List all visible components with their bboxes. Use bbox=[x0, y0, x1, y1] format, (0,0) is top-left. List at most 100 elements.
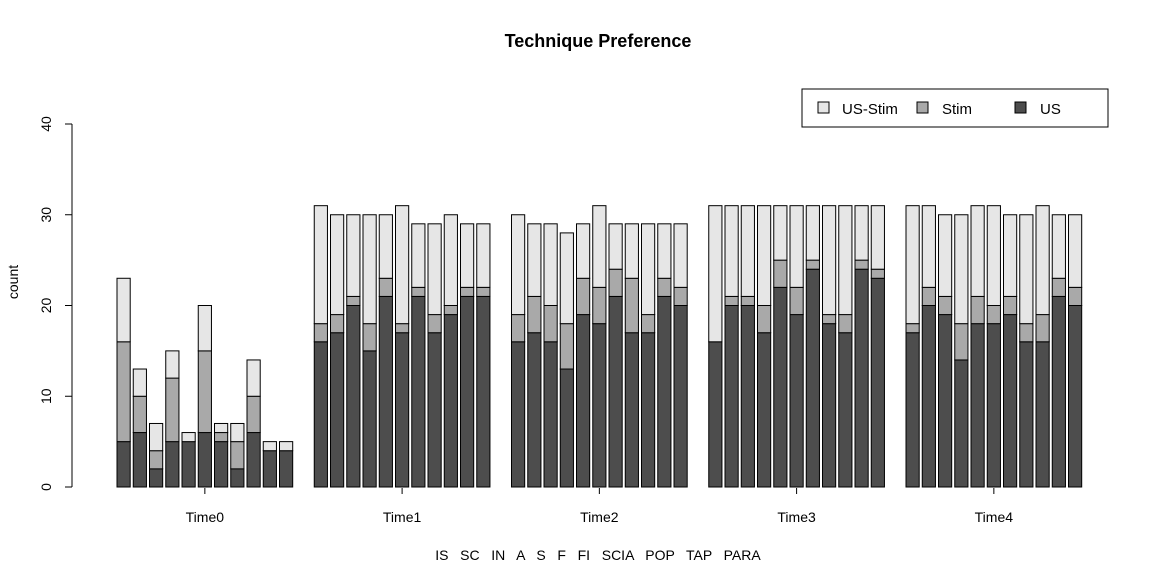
bar-segment-time3-para-us-stim bbox=[870, 205, 885, 270]
bar-segment-time0-scia-stim bbox=[230, 441, 245, 470]
bar-segment-time0-para-us bbox=[279, 450, 294, 488]
y-tick-label: 40 bbox=[38, 116, 54, 132]
bar-segment-time4-scia-us bbox=[1019, 341, 1034, 488]
bar-segment-time0-para-us-stim bbox=[279, 441, 294, 452]
bar-segment-time1-a-us bbox=[362, 350, 377, 488]
bar-segment-time3-scia-stim bbox=[822, 314, 837, 325]
legend-box bbox=[801, 88, 1109, 128]
bar-segment-time2-tap-us-stim bbox=[657, 223, 672, 279]
bar-segment-time4-fi-us-stim bbox=[1003, 214, 1018, 297]
x-group-label-time1: Time1 bbox=[383, 509, 422, 525]
bar-segment-time4-scia-stim bbox=[1019, 323, 1034, 343]
y-tick-label: 10 bbox=[38, 388, 54, 404]
bar-segment-time0-f-us bbox=[197, 432, 212, 488]
bar-segment-time4-sc-us-stim bbox=[921, 205, 936, 288]
bar-segment-time0-pop-us-stim bbox=[246, 359, 261, 397]
y-axis-label: count bbox=[5, 265, 21, 299]
bar-segment-time1-pop-stim bbox=[443, 305, 458, 316]
bar-segment-time4-a-stim bbox=[954, 323, 969, 361]
legend: US-Stim Stim US bbox=[801, 88, 1109, 128]
legend-swatch-us-stim bbox=[817, 101, 830, 114]
bar-segment-time2-sc-stim bbox=[527, 295, 542, 334]
bar-segment-time3-para-stim bbox=[870, 268, 885, 279]
bar-segment-time3-tap-us-stim bbox=[854, 205, 869, 261]
bar-segment-time0-in-us-stim bbox=[149, 422, 164, 452]
x-group-label-time4: Time4 bbox=[975, 509, 1014, 525]
bar-segment-time3-tap-stim bbox=[854, 259, 869, 270]
bar-segment-time1-sc-stim bbox=[330, 314, 345, 334]
bar-segment-time3-scia-us bbox=[822, 323, 837, 488]
bar-segment-time1-s-us bbox=[378, 295, 393, 488]
bar-segment-time4-fi-stim bbox=[1003, 295, 1018, 316]
bar-segment-time4-pop-us-stim bbox=[1035, 205, 1050, 316]
bar-segment-time2-tap-stim bbox=[657, 277, 672, 297]
bar-segment-time3-sc-us-stim bbox=[724, 205, 739, 297]
bar-segment-time0-fi-stim bbox=[214, 432, 229, 443]
bar-segment-time0-scia-us bbox=[230, 468, 245, 488]
bar-segment-time4-s-stim bbox=[970, 295, 985, 325]
bar-segment-time0-in-stim bbox=[149, 450, 164, 470]
bar-segment-time1-para-us bbox=[476, 295, 491, 488]
bar-segment-time4-in-stim bbox=[938, 295, 953, 316]
bar-segment-time1-para-us-stim bbox=[476, 223, 491, 288]
bar-segment-time1-pop-us-stim bbox=[443, 214, 458, 306]
bar-segment-time2-pop-us-stim bbox=[641, 223, 656, 316]
bar-segment-time2-scia-us bbox=[624, 332, 639, 488]
bar-segment-time0-a-us bbox=[165, 441, 180, 488]
bar-segment-time4-f-stim bbox=[986, 305, 1001, 325]
bar-segment-time0-fi-us-stim bbox=[214, 422, 229, 434]
bar-segment-time1-f-us-stim bbox=[395, 205, 410, 325]
bar-segment-time3-pop-us-stim bbox=[838, 205, 853, 316]
bar-segment-time3-is-us-stim bbox=[708, 205, 723, 343]
bar-segment-time4-tap-us bbox=[1051, 295, 1066, 488]
bar-segment-time1-a-stim bbox=[362, 323, 377, 352]
bar-segment-time2-in-stim bbox=[543, 305, 558, 343]
legend-swatch-us bbox=[1014, 101, 1027, 114]
bar-segment-time2-pop-stim bbox=[641, 314, 656, 334]
bar-segment-time0-sc-stim bbox=[132, 395, 147, 434]
bar-segment-time2-fi-us bbox=[608, 295, 623, 488]
bar-segment-time3-pop-us bbox=[838, 332, 853, 488]
bar-segment-time4-para-us-stim bbox=[1068, 214, 1083, 288]
bar-segment-time1-scia-us-stim bbox=[427, 223, 442, 316]
bar-segment-time2-is-us bbox=[511, 341, 526, 488]
legend-label-us-stim: US-Stim bbox=[842, 101, 898, 118]
bar-segment-time1-para-stim bbox=[476, 286, 491, 297]
x-axis-label: IS SC IN A S F FI SCIA POP TAP PARA bbox=[435, 547, 761, 563]
bar-segment-time2-sc-us bbox=[527, 332, 542, 488]
x-group-labels: Time0 Time1 Time2 Time3 Time4 bbox=[186, 488, 1014, 525]
bar-segment-time1-f-us bbox=[395, 332, 410, 488]
bar-segment-time4-tap-us-stim bbox=[1051, 214, 1066, 279]
bar-segment-time4-f-us-stim bbox=[986, 205, 1001, 306]
bar-segment-time2-para-stim bbox=[673, 286, 688, 307]
bar-segment-time4-is-us bbox=[905, 332, 920, 488]
bar-segment-time2-fi-stim bbox=[608, 268, 623, 297]
bar-segment-time4-tap-stim bbox=[1051, 277, 1066, 297]
bar-segment-time2-in-us-stim bbox=[543, 223, 558, 306]
x-group-label-time2: Time2 bbox=[580, 509, 619, 525]
y-tick-label: 0 bbox=[38, 483, 54, 491]
bar-segment-time0-f-stim bbox=[197, 350, 212, 434]
bar-segment-time2-scia-us-stim bbox=[624, 223, 639, 279]
bar-segment-time3-fi-us-stim bbox=[805, 205, 820, 261]
bar-segment-time1-scia-stim bbox=[427, 314, 442, 334]
bar-segment-time2-fi-us-stim bbox=[608, 223, 623, 270]
bar-segment-time3-in-stim bbox=[740, 295, 755, 306]
bar-segment-time0-pop-us bbox=[246, 432, 261, 488]
bar-segment-time3-s-stim bbox=[773, 259, 788, 288]
bar-segment-time0-tap-us-stim bbox=[262, 441, 277, 452]
bar-segment-time1-s-us-stim bbox=[378, 214, 393, 279]
bar-segment-time3-in-us-stim bbox=[740, 205, 755, 297]
x-group-label-time0: Time0 bbox=[186, 509, 225, 525]
bar-segment-time0-a-stim bbox=[165, 377, 180, 443]
bar-segment-time4-fi-us bbox=[1003, 314, 1018, 488]
bar-segment-time0-is-stim bbox=[116, 341, 131, 443]
bar-segment-time3-para-us bbox=[870, 277, 885, 488]
bar-segment-time1-scia-us bbox=[427, 332, 442, 488]
bar-segment-time1-fi-stim bbox=[411, 286, 426, 297]
bar-segment-time3-tap-us bbox=[854, 268, 869, 488]
bar-segment-time0-f-us-stim bbox=[197, 305, 212, 352]
bar-segment-time1-is-us bbox=[313, 341, 328, 488]
bar-segment-time3-fi-stim bbox=[805, 259, 820, 270]
